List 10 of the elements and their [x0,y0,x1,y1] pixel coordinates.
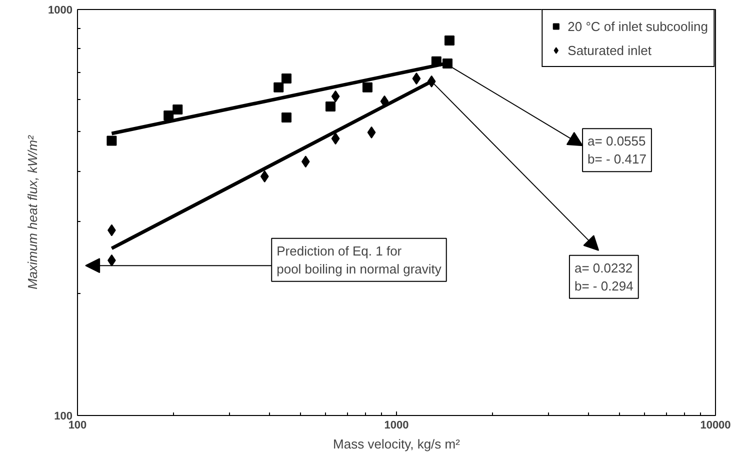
x-tick-label: 100 [68,420,87,432]
legend-label: 20 °C of inlet subcooling [568,18,708,34]
annotation: a= 0.0555 b= - 0.417 [588,134,646,167]
annotation: Prediction of Eq. 1 for pool boiling in normal gravity [276,243,442,276]
y-axis-title: Maximum heat flux, kW/m² [25,134,40,290]
x-tick-label: 10000 [700,420,731,432]
annotation: a= 0.0232 b= - 0.294 [574,260,634,294]
legend-label: Saturated inlet [568,42,652,58]
x-axis-title: Mass velocity, kg/s m² [333,436,461,452]
x-tick-label: 1000 [384,420,409,432]
